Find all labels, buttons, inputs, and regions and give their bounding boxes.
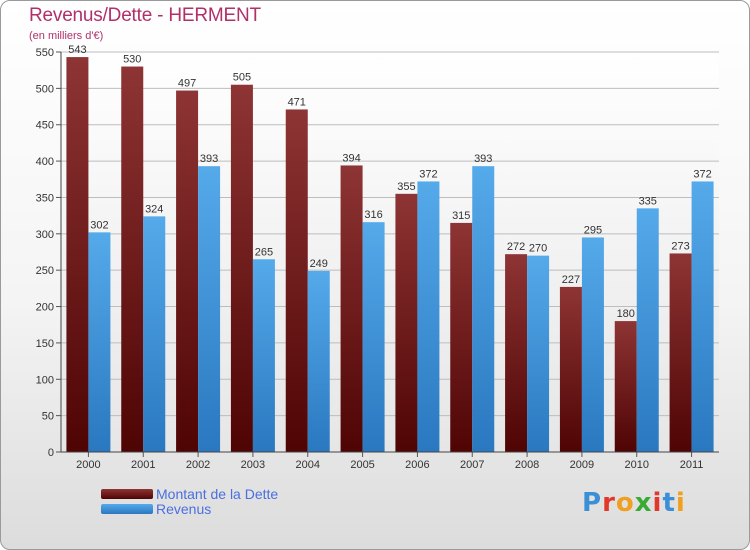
y-tick-label: 200 <box>36 302 54 314</box>
logo-letter: t <box>662 488 676 518</box>
chart-title: Revenus/Dette - HERMENT <box>29 5 261 26</box>
y-tick-label: 400 <box>36 156 54 168</box>
bar-debt <box>669 253 692 452</box>
logo-letter: P <box>582 488 603 518</box>
y-tick-label: 50 <box>42 411 54 423</box>
y-tick-label: 500 <box>36 83 54 95</box>
bar-debt <box>285 109 308 453</box>
proxiti-logo: Proxiti <box>582 488 686 518</box>
x-tick-label: 2011 <box>680 459 704 471</box>
y-tick-label: 100 <box>36 374 54 386</box>
bar-revenus <box>636 208 659 452</box>
data-label-revenus: 372 <box>419 168 437 180</box>
y-tick-label: 150 <box>36 338 54 350</box>
bar-revenus <box>691 181 714 453</box>
logo-letter: x <box>634 488 653 518</box>
data-label-debt: 180 <box>617 308 635 320</box>
bar-revenus <box>252 259 275 452</box>
logo-letter: o <box>615 488 635 518</box>
data-label-revenus: 249 <box>310 258 328 270</box>
x-tick-label: 2009 <box>570 459 594 471</box>
bar-revenus <box>581 237 604 452</box>
bar-revenus <box>88 232 111 452</box>
bar-debt <box>340 165 363 453</box>
bar-revenus <box>472 166 495 452</box>
bar-revenus <box>527 255 550 452</box>
legend-swatch-debt <box>101 489 153 499</box>
bar-debt <box>505 254 528 452</box>
y-tick-label: 550 <box>36 47 54 59</box>
bar-debt <box>176 90 199 452</box>
bar-debt <box>121 66 144 452</box>
data-label-revenus: 316 <box>364 209 382 221</box>
data-label-debt: 471 <box>288 96 306 108</box>
x-tick-label: 2002 <box>186 459 210 471</box>
bar-debt <box>450 222 473 452</box>
bar-debt <box>230 84 253 453</box>
bar-debt <box>66 57 89 452</box>
legend-label-revenus: Revenus <box>156 501 212 517</box>
data-label-revenus: 372 <box>693 168 711 180</box>
legend-swatch-revenus <box>101 504 153 514</box>
bar-revenus <box>143 216 166 452</box>
x-tick-label: 2001 <box>131 459 155 471</box>
x-tick-label: 2005 <box>350 459 374 471</box>
data-label-revenus: 265 <box>255 246 273 258</box>
data-label-debt: 530 <box>123 54 141 66</box>
bar-revenus <box>417 181 440 453</box>
logo-letter: i <box>675 488 686 518</box>
data-label-debt: 505 <box>233 72 251 84</box>
chart-subtitle: (en milliers d'€) <box>29 30 104 42</box>
data-label-revenus: 302 <box>90 219 108 231</box>
y-tick-label: 450 <box>36 120 54 132</box>
x-tick-label: 2000 <box>76 459 100 471</box>
data-label-revenus: 393 <box>200 153 218 165</box>
x-tick-label: 2004 <box>296 459 320 471</box>
data-label-debt: 543 <box>68 44 86 56</box>
bar-debt <box>559 286 582 452</box>
bar-debt <box>395 193 418 452</box>
data-label-debt: 315 <box>452 210 470 222</box>
logo-letter: r <box>602 488 616 518</box>
y-tick-label: 0 <box>48 447 54 459</box>
data-label-revenus: 324 <box>145 203 163 215</box>
data-label-debt: 355 <box>397 181 415 193</box>
x-tick-label: 2007 <box>460 459 484 471</box>
data-label-debt: 272 <box>507 241 525 253</box>
bar-revenus <box>307 270 330 452</box>
y-tick-label: 350 <box>36 192 54 204</box>
data-label-debt: 394 <box>342 152 360 164</box>
data-label-revenus: 295 <box>584 224 602 236</box>
data-label-revenus: 335 <box>639 195 657 207</box>
y-tick-label: 300 <box>36 229 54 241</box>
y-tick-label: 250 <box>36 265 54 277</box>
x-tick-label: 2003 <box>241 459 265 471</box>
data-label-revenus: 393 <box>474 153 492 165</box>
bar-revenus <box>198 166 221 452</box>
x-tick-label: 2008 <box>515 459 539 471</box>
data-label-debt: 273 <box>671 240 689 252</box>
legend-label-debt: Montant de la Dette <box>156 486 279 502</box>
data-label-debt: 497 <box>178 78 196 90</box>
bar-revenus <box>362 222 385 452</box>
x-tick-label: 2010 <box>625 459 649 471</box>
bar-debt <box>614 321 637 452</box>
logo-letter: i <box>652 488 663 518</box>
x-tick-label: 2006 <box>405 459 429 471</box>
data-label-debt: 227 <box>562 274 580 286</box>
data-label-revenus: 270 <box>529 243 547 255</box>
plot-area <box>61 52 719 452</box>
